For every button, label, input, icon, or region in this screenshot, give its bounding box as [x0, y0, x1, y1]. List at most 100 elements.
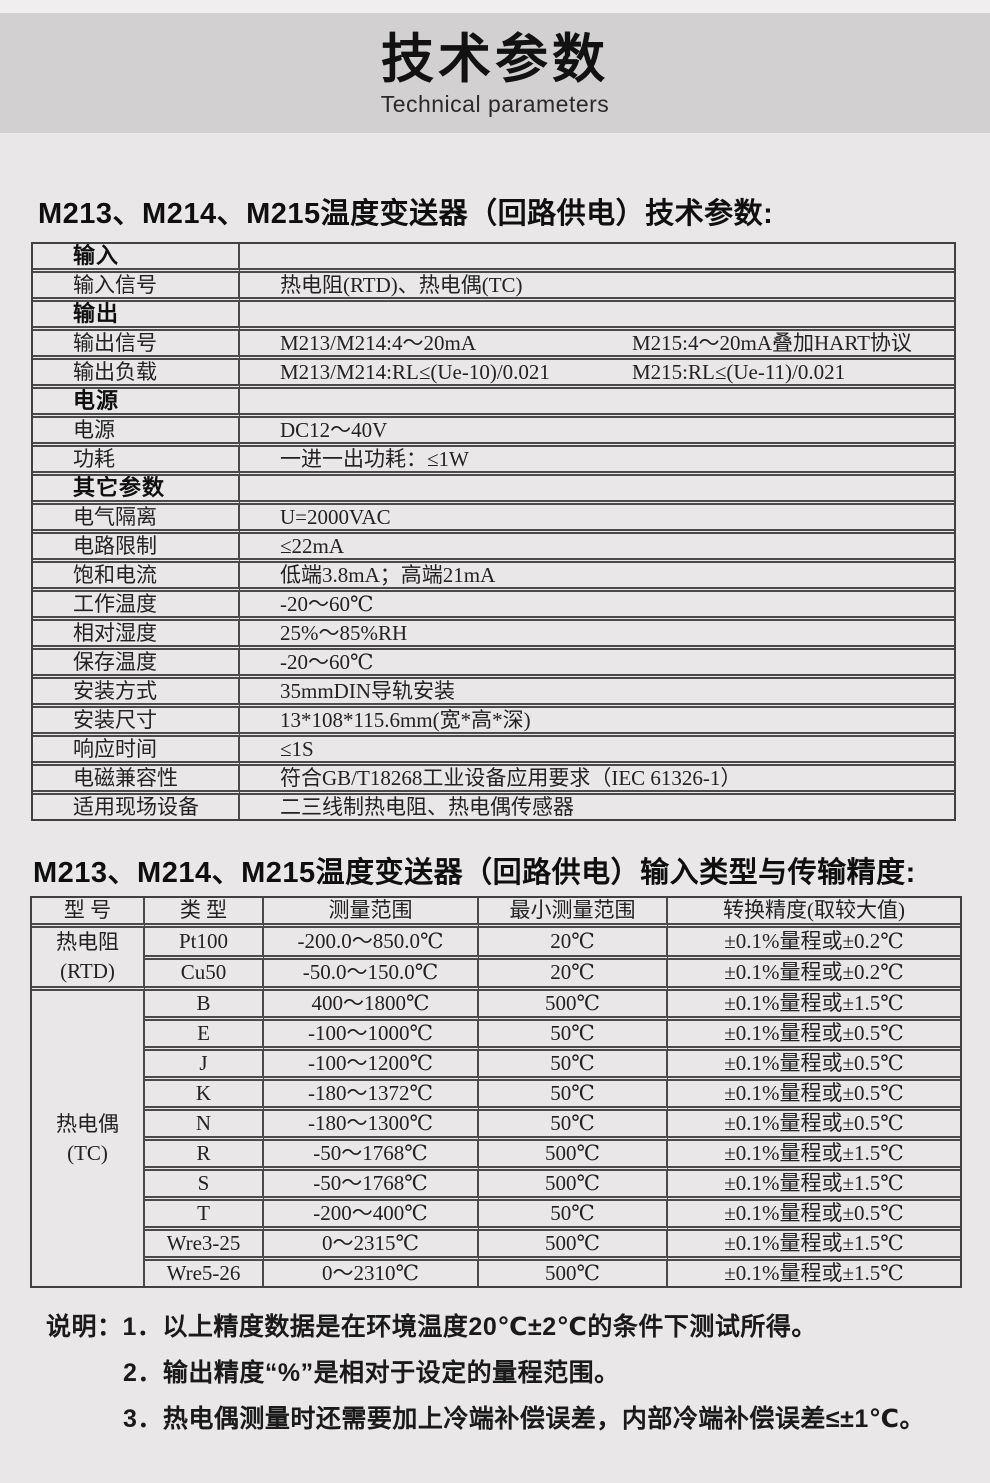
io-cell: ±0.1%量程或±0.5℃ — [668, 1081, 960, 1111]
io-row: Wre5-26 0～2310℃ 500℃ ±0.1%量程或±1.5℃ — [32, 1261, 960, 1287]
spec-value — [240, 302, 954, 331]
io-row: J -100～1200℃ 50℃ ±0.1%量程或±0.5℃ — [32, 1051, 960, 1081]
note-line: 2．输出精度“%”是相对于设定的量程范围。 — [123, 1350, 990, 1396]
io-row: 热电阻 (RTD) Pt100 -200.0～850.0℃ 20℃ ±0.1%量程或±0.… — [32, 928, 960, 991]
io-cell: 0～2310℃ — [264, 1261, 479, 1287]
io-table-header-row: 型 号类 型测量范围 最小测量范围 转换精度(取较大值) — [32, 898, 960, 928]
io-row: R -50～1768℃ 500℃ ±0.1%量程或±1.5℃ — [32, 1141, 960, 1171]
io-cell: 50℃ — [479, 1081, 668, 1111]
io-model-abbrev: (TC) — [67, 1140, 108, 1165]
spec-label: 电磁兼容性 — [33, 766, 240, 795]
spec-label: 输出 — [33, 302, 240, 331]
spec-label: 适用现场设备 — [33, 795, 240, 819]
io-model-cell: 热电偶 (TC) — [32, 991, 145, 1287]
spec-label: 输出负载 — [33, 360, 240, 389]
spec-row: 安装尺寸 13*108*115.6mm(宽*高*深) — [33, 708, 954, 737]
io-cell: ±0.1%量程或±0.5℃ — [668, 1201, 960, 1231]
io-cell: N — [145, 1111, 264, 1141]
top-strip — [0, 0, 990, 13]
io-cell: 50℃ — [479, 1201, 668, 1231]
spec-row: 电磁兼容性 符合GB/T18268工业设备应用要求（IEC 61326-1） — [33, 766, 954, 795]
io-col-header: 最小测量范围 — [479, 898, 668, 928]
spec-row: 适用现场设备 二三线制热电阻、热电偶传感器 — [33, 795, 954, 819]
io-cell: J — [145, 1051, 264, 1081]
spec-value: 符合GB/T18268工业设备应用要求（IEC 61326-1） — [240, 766, 954, 795]
spec-label: 电源 — [33, 389, 240, 418]
io-cell: 500℃ — [479, 1261, 668, 1287]
io-cell: 500℃ — [479, 1141, 668, 1171]
spec-value-right: M215:RL≤(Ue-11)/0.021 — [632, 360, 846, 384]
spec-value-right: M215:4～20mA叠加HART协议 — [632, 331, 912, 355]
io-cell: ±0.1%量程或±1.5℃ — [668, 991, 960, 1021]
spec-label: 相对湿度 — [33, 621, 240, 650]
io-col-header: 型 号 — [32, 898, 145, 928]
io-cell: -180～1300℃ — [264, 1111, 479, 1141]
spec-value: 低端3.8mA；高端21mA — [240, 563, 954, 592]
spec-label: 电源 — [33, 418, 240, 447]
spec-row: 相对湿度 25%～85%RH — [33, 621, 954, 650]
io-cell: 50℃ — [479, 1111, 668, 1141]
io-row: E -100～1000℃ 50℃ ±0.1%量程或±0.5℃ — [32, 1021, 960, 1051]
note-line: 3．热电偶测量时还需要加上冷端补偿误差，内部冷端补偿误差≤±1℃。 — [123, 1396, 990, 1442]
spec-value: ≤22mA — [240, 534, 954, 563]
spec-value — [240, 244, 954, 273]
spec-value: -20～60℃ — [240, 592, 954, 621]
spec-table-body: 输入 输入信号 热电阻(RTD)、热电偶(TC) 输出 输出信号 M213/M214:4～… — [33, 244, 954, 819]
spec-label: 响应时间 — [33, 737, 240, 766]
spec-value: M213/M214:RL≤(Ue-10)/0.021 M215:RL≤(Ue-11… — [240, 360, 954, 389]
spec-row: 输出信号 M213/M214:4～20mA M215:4～20mA叠加HART协议 — [33, 331, 954, 360]
io-row: T -200～400℃ 50℃ ±0.1%量程或±0.5℃ — [32, 1201, 960, 1231]
spec-section-row: 输出 — [33, 302, 954, 331]
note-item: 3．热电偶测量时还需要加上冷端补偿误差，内部冷端补偿误差≤±1℃。 — [123, 1405, 926, 1434]
io-cell: 50℃ — [479, 1021, 668, 1051]
io-cell: 20℃ — [479, 928, 668, 960]
io-cell: ±0.1%量程或±1.5℃ — [668, 1171, 960, 1201]
io-model-abbrev: (RTD) — [60, 959, 115, 983]
spec-section-row: 电源 — [33, 389, 954, 418]
spec-value: 热电阻(RTD)、热电偶(TC) — [240, 273, 954, 302]
io-cell: ±0.1%量程或±0.5℃ — [668, 1111, 960, 1141]
spec-label: 保存温度 — [33, 650, 240, 679]
spec-row: 功耗 一进一出功耗：≤1W — [33, 447, 954, 476]
spec-row: 饱和电流 低端3.8mA；高端21mA — [33, 563, 954, 592]
io-row: 热电偶 (TC) B 400～1800℃ 500℃ ±0.1%量程或±1.5℃ — [32, 991, 960, 1287]
spec-row: 工作温度 -20～60℃ — [33, 592, 954, 621]
io-cell: ±0.1%量程或±1.5℃ — [668, 1231, 960, 1261]
spec-row: 安装方式 35mmDIN导轨安装 — [33, 679, 954, 708]
io-cell: 0～2315℃ — [264, 1231, 479, 1261]
io-cell: ±0.1%量程或±0.5℃ — [668, 1021, 960, 1051]
section2-heading: M213、M214、M215温度变送器（回路供电）输入类型与传输精度: — [33, 857, 916, 889]
spec-label: 功耗 — [33, 447, 240, 476]
io-row: K -180～1372℃ 50℃ ±0.1%量程或±0.5℃ — [32, 1081, 960, 1111]
io-col-header: 类 型 — [145, 898, 264, 928]
io-cell: 500℃ — [479, 991, 668, 1021]
spec-value — [240, 389, 954, 418]
io-cell: Pt100 — [145, 928, 264, 960]
notes-list: 说明：1．以上精度数据是在环境温度20℃±2℃的条件下测试所得。 2．输出精度“%… — [46, 1304, 990, 1442]
io-cell: ±0.1%量程或±1.5℃ — [724, 1261, 904, 1286]
spec-value: ≤1S — [240, 737, 954, 766]
spec-label: 电路限制 — [33, 534, 240, 563]
io-cell: ±0.1%量程或±0.2℃ — [668, 928, 960, 960]
spec-label: 电气隔离 — [33, 505, 240, 534]
io-cell: Cu50 — [145, 959, 264, 991]
io-row: Cu50 -50.0～150.0℃ 20℃ ±0.1%量程或±0.2℃ — [32, 959, 960, 991]
io-row: Wre3-25 0～2315℃ 500℃ ±0.1%量程或±1.5℃ — [32, 1231, 960, 1261]
io-cell: 400～1800℃ — [264, 991, 479, 1021]
note-item: 1．以上精度数据是在环境温度20℃±2℃的条件下测试所得。 — [122, 1313, 817, 1342]
spec-table: 输入 输入信号 热电阻(RTD)、热电偶(TC) 输出 输出信号 M213/M214:4～… — [31, 242, 956, 821]
io-cell: R — [145, 1141, 264, 1171]
io-row: N -180～1300℃ 50℃ ±0.1%量程或±0.5℃ — [32, 1111, 960, 1141]
io-cell: -200～400℃ — [264, 1201, 479, 1231]
spec-value: 25%～85%RH — [240, 621, 954, 650]
io-cell: 20℃ — [479, 959, 668, 991]
spec-value: 13*108*115.6mm(宽*高*深) — [240, 708, 954, 737]
io-table-body: 热电阻 (RTD) Pt100 -200.0～850.0℃ 20℃ ±0.1%量程或±0.… — [32, 928, 960, 1287]
spec-label: 输入信号 — [33, 273, 240, 302]
spec-value: M213/M214:4～20mA M215:4～20mA叠加HART协议 — [240, 331, 954, 360]
note-item: 2．输出精度“%”是相对于设定的量程范围。 — [123, 1359, 620, 1388]
spec-value: U=2000VAC — [240, 505, 954, 534]
page-title: 技术参数 — [381, 29, 609, 89]
spec-value: DC12～40V — [240, 418, 954, 447]
io-cell: -50～1768℃ — [264, 1171, 479, 1201]
